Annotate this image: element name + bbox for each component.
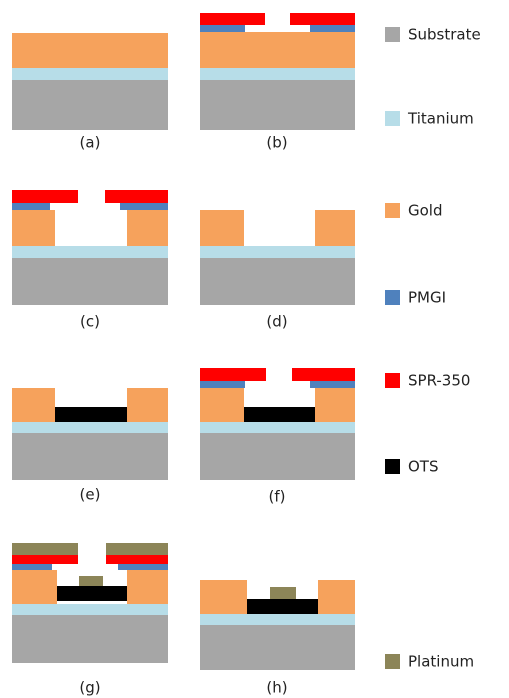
panel-d: [200, 210, 355, 305]
legend-label: Platinum: [408, 653, 474, 671]
panel-label: (a): [80, 134, 101, 152]
panel-b: [200, 13, 355, 130]
legend-label: Gold: [408, 202, 443, 220]
panel-label: (b): [266, 134, 287, 152]
legend: Substrate Titanium Gold PMGI SPR-350 OTS…: [385, 26, 481, 671]
panel-label: (c): [80, 313, 100, 331]
legend-label: Substrate: [408, 26, 481, 44]
panel-label: (g): [79, 679, 100, 697]
legend-label: OTS: [408, 458, 439, 476]
panel-label: (f): [269, 488, 286, 506]
panel-label: (d): [266, 313, 287, 331]
legend-label: SPR-350: [408, 372, 470, 390]
panel-h: [200, 580, 355, 670]
panel-e: [12, 388, 168, 480]
panel-a: [12, 33, 168, 130]
panel-f: [200, 368, 355, 480]
panel-g: [12, 543, 168, 663]
panel-label: (h): [266, 679, 287, 697]
legend-label: PMGI: [408, 289, 446, 307]
panel-c: [12, 190, 168, 305]
legend-label: Titanium: [407, 110, 474, 128]
panel-label: (e): [80, 486, 101, 504]
